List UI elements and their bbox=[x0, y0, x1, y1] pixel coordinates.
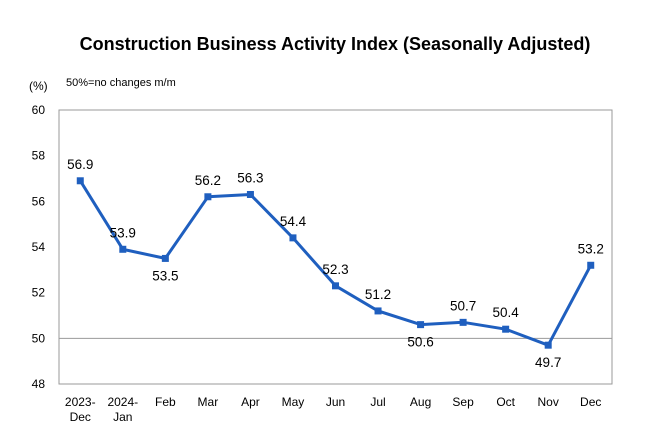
data-point bbox=[417, 321, 425, 329]
data-label: 56.9 bbox=[67, 157, 93, 172]
x-tick-label: Jun bbox=[326, 395, 345, 409]
data-label: 53.9 bbox=[110, 225, 136, 240]
x-tick-label: Nov bbox=[538, 395, 559, 409]
data-point bbox=[76, 177, 84, 185]
data-label: 49.7 bbox=[535, 355, 561, 370]
data-label: 50.4 bbox=[493, 305, 520, 320]
x-tick-label: Apr bbox=[241, 395, 260, 409]
data-point bbox=[161, 254, 169, 262]
x-tick-label: Mar bbox=[198, 395, 219, 409]
data-point bbox=[374, 307, 382, 315]
data-label: 56.2 bbox=[195, 173, 221, 188]
x-tick-label: Aug bbox=[410, 395, 431, 409]
data-point bbox=[332, 282, 339, 290]
y-tick-label: 60 bbox=[32, 103, 46, 117]
data-point bbox=[544, 341, 552, 349]
y-tick-label: 48 bbox=[32, 377, 46, 391]
x-tick-label: 2024- bbox=[107, 395, 138, 409]
data-labels: 56.9 53.9 53.5 56.2 56.3 54.4 52.3 51.2 50.6 50.7… bbox=[67, 157, 604, 370]
y-axis: 60 58 56 54 52 50 48 bbox=[32, 103, 46, 391]
x-tick-label: May bbox=[282, 395, 305, 409]
x-tick-label: Sep bbox=[452, 395, 474, 409]
series-markers bbox=[76, 177, 595, 349]
data-label: 50.7 bbox=[450, 298, 476, 313]
data-label: 53.2 bbox=[578, 241, 604, 256]
y-tick-label: 58 bbox=[32, 149, 46, 163]
y-unit-label: (%) bbox=[29, 79, 48, 93]
data-point bbox=[587, 261, 595, 269]
x-tick-label: Dec bbox=[580, 395, 601, 409]
y-tick-label: 54 bbox=[32, 240, 46, 254]
x-tick-label: Jan bbox=[113, 410, 132, 424]
data-label: 51.2 bbox=[365, 287, 391, 302]
x-tick-label: Oct bbox=[496, 395, 515, 409]
data-point bbox=[246, 190, 254, 198]
data-point bbox=[119, 245, 127, 253]
chart-annotation: 50%=no changes m/m bbox=[66, 77, 176, 89]
data-point bbox=[502, 325, 510, 333]
y-tick-label: 52 bbox=[32, 286, 46, 300]
plot-frame bbox=[58, 109, 613, 385]
data-point bbox=[289, 234, 297, 242]
x-tick-label: 2023- bbox=[65, 395, 96, 409]
data-point bbox=[459, 318, 467, 326]
data-label: 54.4 bbox=[280, 214, 307, 229]
chart-title: Construction Business Activity Index (Se… bbox=[80, 34, 591, 54]
y-tick-label: 50 bbox=[32, 331, 46, 345]
data-label: 56.3 bbox=[237, 170, 263, 185]
data-point bbox=[204, 193, 212, 201]
y-tick-label: 56 bbox=[32, 194, 46, 208]
x-tick-label: Jul bbox=[370, 395, 385, 409]
data-label: 53.5 bbox=[152, 268, 178, 283]
x-tick-label: Feb bbox=[155, 395, 176, 409]
data-label: 52.3 bbox=[322, 262, 348, 277]
data-label: 50.6 bbox=[407, 335, 433, 350]
x-tick-label: Dec bbox=[70, 410, 91, 424]
